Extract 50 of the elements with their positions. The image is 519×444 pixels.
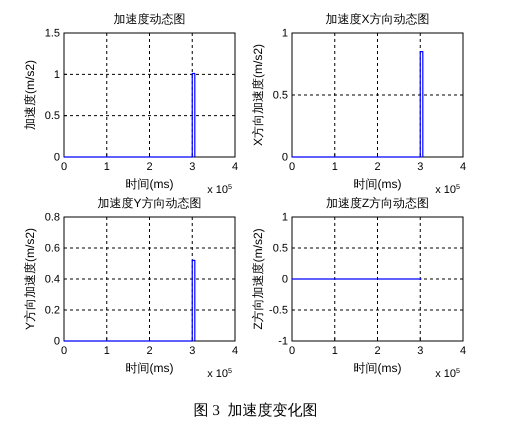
y-tick-label: 0.5: [272, 90, 288, 102]
y-tick-label: 0: [282, 274, 288, 286]
y-axis-title: 加速度(m/s2): [23, 60, 37, 130]
y-tick-label: 0.5: [44, 110, 60, 122]
x-tick-label: 4: [232, 160, 238, 173]
x-tick-label: 3: [417, 160, 424, 173]
y-tick-label: 0.2: [44, 304, 60, 317]
x-axis-title: 时间(ms): [354, 177, 402, 191]
chart-title: 加速度动态图: [114, 12, 186, 26]
chart-title: 加速度Z方向动态图: [326, 196, 430, 210]
x-tick-label: 1: [104, 344, 110, 357]
chart-title: 加速度Y方向动态图: [97, 196, 202, 210]
x-axis-title: 时间(ms): [354, 361, 402, 375]
y-tick-label: 0: [282, 152, 288, 164]
y-tick-label: 1: [54, 68, 60, 81]
text: x 10$^{5}$: [435, 367, 460, 380]
y-tick-label: 0.5: [272, 242, 288, 255]
y-tick-label: 1: [282, 28, 288, 40]
x-tick-label: 2: [374, 344, 381, 357]
x-tick-label: 4: [460, 344, 466, 357]
x-tick-label: 2: [146, 160, 153, 173]
x-tick-label: 3: [189, 344, 196, 357]
x-tick-label: 2: [146, 344, 153, 357]
chart-title: 加速度X方向动态图: [325, 12, 430, 26]
x-axis-title: 时间(ms): [126, 177, 174, 191]
y-tick-label: -1: [278, 336, 288, 348]
y-tick-label: 0.8: [44, 212, 60, 224]
text: x 10$^{5}$: [207, 183, 232, 196]
y-tick-label: -0.5: [269, 304, 288, 317]
y-axis-title: X方向加速度(m/s2): [251, 44, 265, 146]
y-axis-title: Z方向加速度(m/s2): [251, 228, 265, 330]
y-tick-label: 0: [54, 152, 60, 164]
y-tick-label: 0.6: [44, 242, 60, 255]
y-tick-label: 1.5: [44, 28, 60, 40]
y-axis-title: Y方向加速度(m/s2): [23, 228, 37, 330]
x-tick-label: 1: [332, 344, 338, 357]
x-tick-label: 1: [332, 160, 338, 173]
x-tick-label: 3: [189, 160, 196, 173]
text: x 10$^{5}$: [435, 183, 460, 196]
y-tick-label: 1: [282, 212, 288, 224]
x-tick-label: 1: [104, 160, 110, 173]
x-tick-label: 2: [374, 160, 381, 173]
text: x 10$^{5}$: [207, 367, 232, 380]
caption: 图 3 加速度变化图: [194, 402, 318, 419]
x-axis-title: 时间(ms): [126, 361, 174, 375]
x-tick-label: 4: [460, 160, 466, 173]
x-tick-label: 3: [417, 344, 424, 357]
x-tick-label: 4: [232, 344, 238, 357]
y-tick-label: 0.4: [44, 274, 60, 286]
y-tick-label: 0: [54, 336, 60, 348]
